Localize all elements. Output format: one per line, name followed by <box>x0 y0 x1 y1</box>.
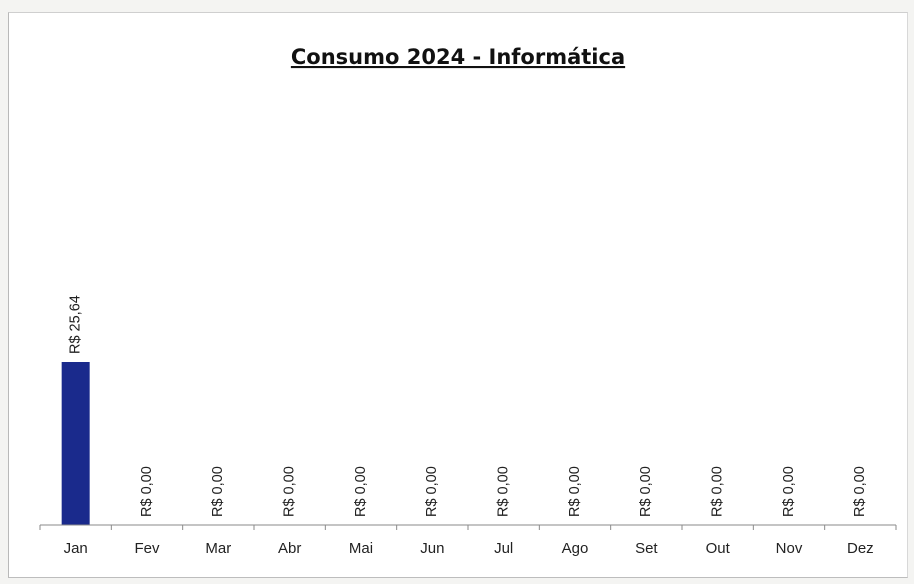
x-tick-label-ago: Ago <box>562 540 589 557</box>
chart-title: Consumo 2024 - Informática <box>291 45 625 69</box>
data-label-nov: R$ 0,00 <box>781 466 797 517</box>
x-tick-label-set: Set <box>635 540 658 557</box>
x-tick-label-fev: Fev <box>134 540 160 557</box>
x-tick-labels-layer: Jan Fev Mar Abr Mai Jun Jul Ago Set Out Nov Dez <box>64 540 874 557</box>
chart-frame <box>8 12 908 578</box>
data-labels-layer: R$ 25,64 R$ 0,00 R$ 0,00 R$ 0,00 R$ 0,00 R$ 0… <box>67 295 868 517</box>
data-label-mar: R$ 0,00 <box>210 466 226 517</box>
x-tick-label-jul: Jul <box>494 540 513 557</box>
bar-jan <box>61 362 90 525</box>
x-tick-label-jan: Jan <box>64 540 88 557</box>
data-label-jun: R$ 0,00 <box>424 466 440 517</box>
x-tick-label-out: Out <box>706 540 731 557</box>
x-tick-label-nov: Nov <box>776 540 803 557</box>
data-label-jul: R$ 0,00 <box>495 466 511 517</box>
data-label-set: R$ 0,00 <box>638 466 654 517</box>
data-label-ago: R$ 0,00 <box>567 466 583 517</box>
x-tick-label-jun: Jun <box>420 540 444 557</box>
data-label-mai: R$ 0,00 <box>353 466 369 517</box>
x-ticks-layer <box>39 525 897 530</box>
data-label-dez: R$ 0,00 <box>852 466 868 517</box>
data-label-fev: R$ 0,00 <box>139 466 155 517</box>
x-tick-label-mai: Mai <box>349 540 373 557</box>
x-tick-label-mar: Mar <box>205 540 231 557</box>
x-tick-label-abr: Abr <box>278 540 301 557</box>
data-label-jan: R$ 25,64 <box>67 295 83 354</box>
bars-layer <box>61 362 90 525</box>
x-tick-label-dez: Dez <box>847 540 874 557</box>
data-label-abr: R$ 0,00 <box>281 466 297 517</box>
data-label-out: R$ 0,00 <box>709 466 725 517</box>
